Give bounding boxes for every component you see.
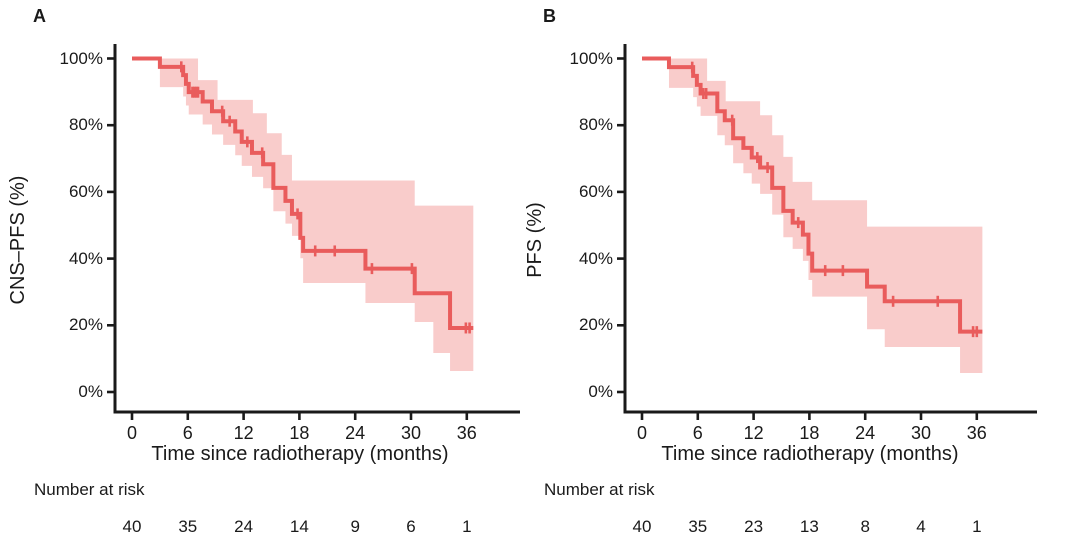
risk-count: 8 — [860, 517, 870, 536]
y-tick-label: 0% — [588, 382, 613, 401]
survival-curve — [642, 56, 983, 334]
panel-a-x-axis-title: Time since radiotherapy (months) — [151, 443, 449, 465]
y-tick-label: 60% — [68, 181, 103, 201]
y-tick-label: 40% — [68, 248, 103, 268]
x-tick-label: 24 — [855, 423, 876, 443]
risk-count: 13 — [799, 517, 819, 536]
x-tick-label: 0 — [126, 423, 137, 443]
panel-b-x-axis-title: Time since radiotherapy (months) — [661, 443, 959, 465]
confidence-band — [132, 58, 474, 371]
risk-count: 1 — [462, 517, 472, 536]
panel-b-y-axis-title: PFS (%) — [524, 202, 546, 278]
x-tick-label: 6 — [692, 423, 703, 443]
x-tick-label: 6 — [182, 423, 193, 443]
risk-count: 23 — [744, 517, 764, 536]
y-tick-label: 60% — [578, 181, 613, 201]
x-tick-label: 18 — [799, 423, 820, 443]
risk-count: 6 — [406, 517, 416, 536]
x-tick-label: 36 — [966, 423, 987, 443]
risk-count: 4 — [916, 517, 926, 536]
x-tick-label: 0 — [636, 423, 647, 443]
x-tick-label: 36 — [456, 423, 477, 443]
risk-count: 35 — [688, 517, 708, 536]
panel-b-number-at-risk-title: Number at risk — [544, 480, 655, 499]
y-tick-label: 100% — [59, 48, 103, 68]
panel-b-letter: B — [543, 6, 557, 26]
y-tick-label: 0% — [78, 382, 103, 401]
y-tick-label: 80% — [68, 115, 103, 135]
panel-a-number-at-risk-title: Number at risk — [34, 480, 145, 499]
y-tick-label: 20% — [68, 315, 103, 335]
risk-count: 40 — [632, 517, 652, 536]
y-tick-label: 100% — [569, 48, 613, 68]
y-tick-label: 80% — [578, 115, 613, 135]
risk-count: 1 — [972, 517, 982, 536]
risk-count: 9 — [350, 517, 360, 536]
y-tick-label: 20% — [578, 315, 613, 335]
x-tick-label: 12 — [743, 423, 764, 443]
risk-count: 24 — [234, 517, 254, 536]
risk-count: 40 — [122, 517, 142, 536]
panel-a-y-axis-title: CNS–PFS (%) — [7, 175, 29, 305]
y-tick-label: 40% — [578, 248, 613, 268]
x-tick-label: 24 — [345, 423, 366, 443]
x-tick-label: 18 — [289, 423, 310, 443]
panel-a-letter: A — [33, 6, 47, 26]
risk-count: 14 — [289, 517, 309, 536]
x-tick-label: 30 — [400, 423, 422, 443]
confidence-band — [642, 58, 983, 373]
x-tick-label: 30 — [910, 423, 932, 443]
x-tick-label: 12 — [233, 423, 254, 443]
risk-count: 35 — [178, 517, 198, 536]
